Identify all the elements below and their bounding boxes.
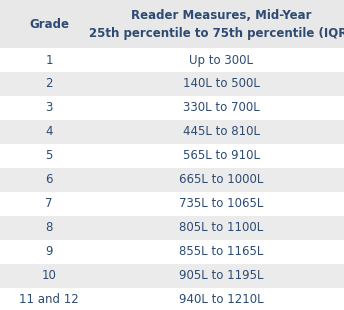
Bar [0,0,344,48]
Text: 2: 2 [45,78,53,91]
Text: 3: 3 [45,101,53,114]
Text: Grade: Grade [29,18,69,30]
Bar [0,144,344,168]
Text: 735L to 1065L: 735L to 1065L [179,197,263,210]
Text: 5: 5 [45,149,53,162]
Text: 805L to 1100L: 805L to 1100L [179,221,263,234]
Text: Reader Measures, Mid-Year
25th percentile to 75th percentile (IQR): Reader Measures, Mid-Year 25th percentil… [89,8,344,39]
Text: 9: 9 [45,245,53,258]
Bar [0,240,344,264]
Bar [0,48,344,72]
Bar [0,288,344,310]
Text: 7: 7 [45,197,53,210]
Text: 10: 10 [42,269,56,282]
Text: 8: 8 [45,221,53,234]
Text: Up to 300L: Up to 300L [189,54,253,67]
Text: 855L to 1165L: 855L to 1165L [179,245,263,258]
Bar [0,72,344,96]
Text: 140L to 500L: 140L to 500L [183,78,259,91]
Bar [0,120,344,144]
Bar [0,96,344,120]
Text: 905L to 1195L: 905L to 1195L [179,269,263,282]
Bar [0,216,344,240]
Text: 6: 6 [45,173,53,186]
Bar [0,168,344,192]
Bar [0,264,344,288]
Text: 330L to 700L: 330L to 700L [183,101,259,114]
Text: 11 and 12: 11 and 12 [19,293,79,306]
Text: 4: 4 [45,126,53,139]
Text: 940L to 1210L: 940L to 1210L [179,293,264,306]
Text: 445L to 810L: 445L to 810L [183,126,259,139]
Bar [0,192,344,216]
Text: 565L to 910L: 565L to 910L [183,149,259,162]
Text: 1: 1 [45,54,53,67]
Text: 665L to 1000L: 665L to 1000L [179,173,263,186]
